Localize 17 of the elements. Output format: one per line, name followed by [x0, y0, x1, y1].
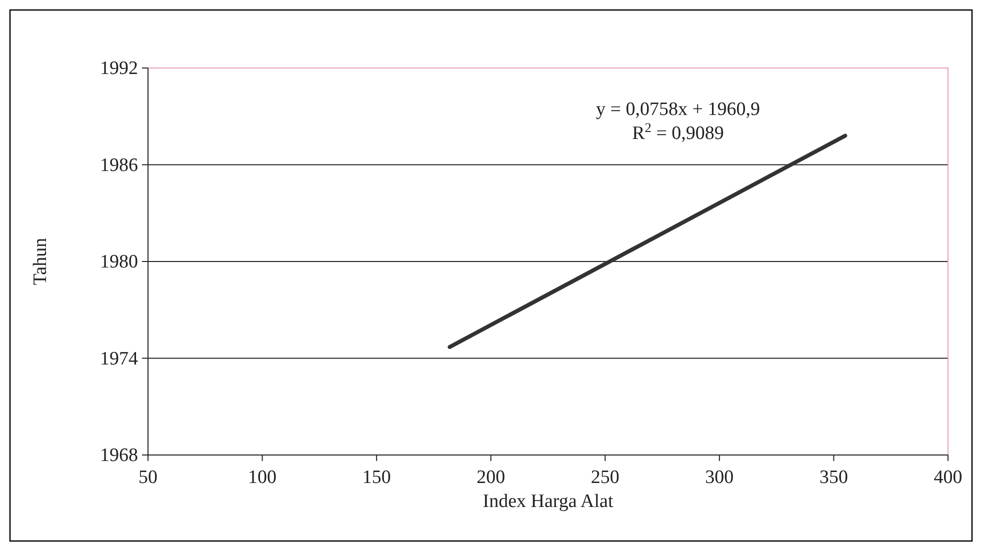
annotation: R$^{2}$ = 0,9089: [632, 120, 724, 144]
y-tick-label: 1974: [100, 348, 138, 370]
x-tick-label: 400: [934, 467, 962, 488]
annotation: y = 0,0758x + 1960,9: [596, 99, 760, 120]
y-tick-label: 1968: [100, 445, 138, 466]
x-tick-label: 150: [362, 467, 391, 488]
x-tick-label: 100: [248, 467, 277, 488]
y-tick-label: 1980: [100, 252, 138, 272]
x-axis-title: Index Harga Alat: [482, 491, 614, 512]
x-tick-label: 250: [590, 467, 620, 488]
x-tick-label: 50: [138, 467, 158, 488]
y-tick-label: 1992: [100, 58, 138, 79]
x-tick-label: 200: [476, 467, 506, 488]
x-tick-label: 350: [819, 467, 848, 488]
x-tick-label: 300: [705, 467, 734, 488]
y-axis-title: Tahun: [30, 237, 51, 286]
y-tick-label: 1986: [100, 154, 138, 176]
